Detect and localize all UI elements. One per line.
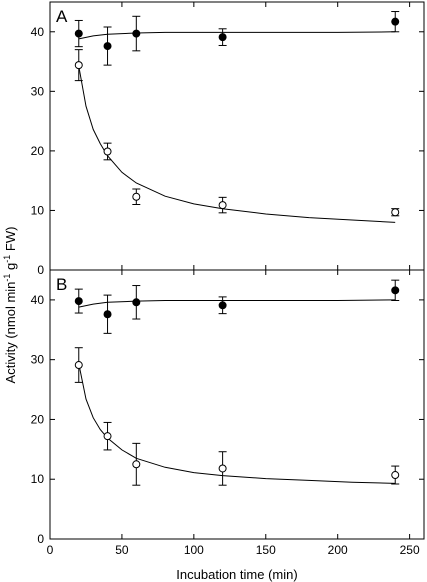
data-point-filled: [218, 301, 227, 310]
data-point-filled: [132, 298, 141, 307]
y-tick-label: 40: [31, 293, 45, 307]
data-point-open: [74, 61, 83, 70]
data-point-open: [391, 208, 400, 217]
x-tick-label: 0: [47, 543, 54, 557]
data-point-open: [132, 192, 141, 201]
data-point-filled: [391, 286, 400, 295]
data-point-filled: [132, 29, 141, 38]
x-tick-label: 100: [184, 543, 204, 557]
y-tick-label: 30: [31, 84, 45, 98]
data-point-open: [391, 471, 400, 480]
y-tick-label: 10: [31, 472, 45, 486]
fit-curve-1: [78, 299, 396, 308]
data-point-filled: [103, 310, 112, 319]
x-axis-title: Incubation time (min): [176, 567, 297, 582]
x-tick-label: 50: [115, 543, 129, 557]
plot-frame: [49, 1, 425, 271]
y-tick-label: 0: [37, 263, 44, 277]
data-point-open: [132, 460, 141, 469]
y-tick-label: 40: [31, 25, 45, 39]
y-tick-label: 20: [31, 412, 45, 426]
data-point-filled: [74, 29, 83, 38]
data-point-open: [74, 361, 83, 370]
y-tick-label: 20: [31, 144, 45, 158]
data-point-open: [103, 147, 112, 156]
x-tick-label: 250: [400, 543, 420, 557]
y-axis-title-part: -1: [2, 274, 12, 282]
y-axis-title: Activity (nmol min-1 g-1 FW): [2, 227, 18, 384]
panel-a: 0 10 20 30 40 A: [31, 1, 425, 277]
data-point-filled: [391, 17, 400, 26]
y-tick-label: 30: [31, 353, 45, 367]
y-axis-title-part: g: [3, 263, 18, 274]
panels: 0 10 20 30 40 A 0 10 20 30 40 B: [31, 1, 425, 546]
plot-frame: [49, 269, 425, 540]
data-point-filled: [218, 33, 227, 42]
panel-b: 0 10 20 30 40 B: [31, 269, 425, 546]
x-tick-label: 200: [328, 543, 348, 557]
x-axis: 0 50 100 150 200 250: [47, 543, 420, 557]
fit-curve-1: [78, 31, 396, 40]
fit-curve-2: [78, 66, 396, 223]
y-axis-title-part: -1: [2, 255, 12, 263]
data-point-open: [218, 201, 227, 210]
y-axis-title-part: FW): [3, 227, 18, 255]
data-point-filled: [74, 297, 83, 306]
y-axis-title-part: Activity (nmol min: [3, 282, 18, 384]
fit-curve-2: [78, 363, 396, 484]
y-tick-label: 10: [31, 203, 45, 217]
panel-label: A: [56, 7, 68, 26]
x-tick-label: 150: [256, 543, 276, 557]
panel-label: B: [56, 275, 67, 294]
data-point-filled: [103, 42, 112, 51]
data-point-open: [218, 464, 227, 473]
y-tick-label: 0: [37, 532, 44, 546]
data-point-open: [103, 432, 112, 441]
